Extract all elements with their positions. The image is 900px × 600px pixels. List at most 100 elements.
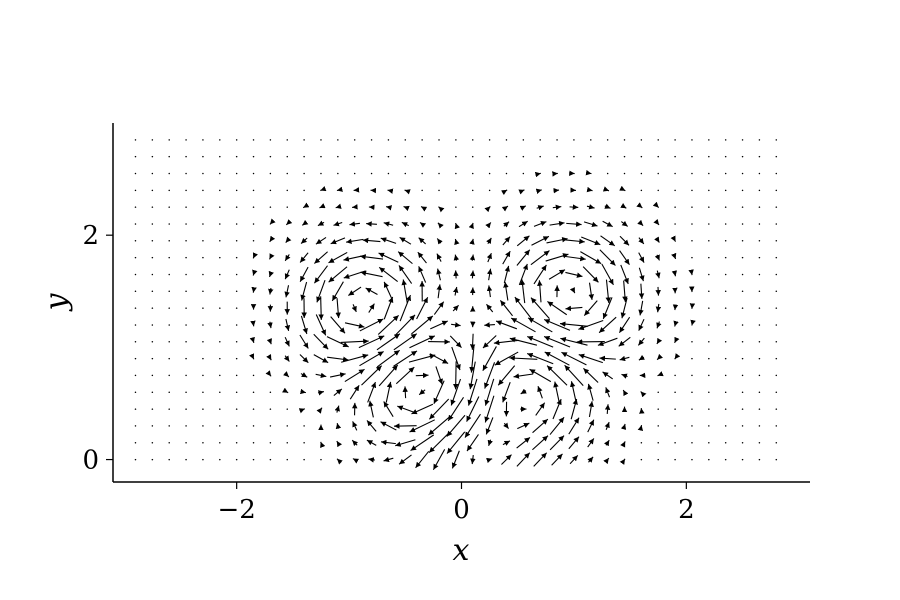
x-tick-label: 0	[453, 495, 470, 525]
field-arrow	[486, 285, 493, 298]
field-dot	[455, 172, 457, 175]
field-dot	[151, 139, 154, 141]
field-arrow	[349, 221, 361, 227]
field-arrow	[468, 222, 474, 230]
field-arrow	[402, 386, 409, 399]
field-arrow	[415, 372, 429, 379]
field-arrow	[653, 218, 660, 226]
field-dot	[775, 256, 778, 259]
field-dot	[741, 273, 744, 276]
field-dot	[185, 256, 187, 259]
field-dot	[775, 273, 778, 276]
field-dot	[522, 155, 525, 158]
field-dot	[168, 391, 170, 393]
field-arrow	[494, 351, 519, 366]
field-dot	[708, 458, 710, 461]
field-dot	[134, 408, 137, 410]
field-arrow	[569, 381, 577, 404]
field-arrow	[395, 439, 416, 447]
y-tick-label: 0	[82, 446, 99, 476]
field-dot	[353, 155, 356, 158]
field-dot	[286, 206, 288, 208]
field-arrow	[619, 458, 626, 465]
field-arrow	[638, 267, 645, 282]
field-dot	[286, 458, 288, 461]
field-dot	[219, 189, 221, 192]
field-arrow	[605, 387, 611, 398]
field-dot	[235, 155, 238, 158]
field-dot	[286, 441, 288, 444]
field-dot	[219, 240, 221, 242]
field-arrow	[267, 321, 273, 329]
field-arrow	[656, 337, 663, 345]
field-dot	[134, 391, 137, 393]
field-dot	[235, 172, 238, 175]
field-arrow	[383, 401, 394, 417]
field-arrow	[544, 351, 570, 366]
field-arrow	[249, 336, 255, 344]
field-arrow	[638, 252, 645, 263]
field-dot	[724, 458, 727, 461]
field-dot	[708, 139, 710, 141]
field-arrow	[587, 419, 595, 433]
field-dot	[219, 223, 221, 225]
field-dot	[724, 425, 727, 427]
field-dot	[134, 223, 137, 225]
field-dot	[185, 458, 187, 461]
field-arrow	[503, 422, 509, 429]
field-arrow	[313, 251, 328, 264]
field-dot	[185, 307, 187, 309]
field-arrow	[549, 220, 565, 227]
field-arrow	[419, 221, 427, 228]
field-dot	[640, 172, 643, 175]
field-dot	[674, 189, 676, 192]
field-dot	[286, 172, 288, 175]
field-dot	[151, 273, 154, 276]
field-dot	[404, 155, 407, 158]
field-dot	[286, 155, 288, 158]
field-arrow	[269, 235, 276, 243]
field-arrow	[656, 321, 662, 329]
field-dot	[741, 408, 744, 410]
field-arrow	[638, 283, 645, 299]
field-arrow	[317, 390, 325, 396]
field-arrow	[393, 350, 418, 367]
field-dot	[724, 155, 727, 158]
field-dot	[758, 408, 761, 410]
field-arrow	[432, 449, 446, 470]
field-dot	[303, 425, 305, 427]
field-dot	[438, 155, 440, 158]
field-arrow	[299, 334, 309, 349]
field-arrow	[299, 252, 309, 263]
field-dot	[168, 408, 170, 410]
field-arrow	[518, 189, 525, 195]
field-arrow	[485, 417, 494, 435]
field-arrow	[344, 322, 365, 329]
field-dot	[252, 458, 255, 461]
field-arrow	[619, 235, 630, 246]
field-dot	[488, 189, 491, 192]
field-arrow	[513, 373, 534, 379]
field-arrow	[418, 237, 427, 245]
field-arrow	[334, 405, 340, 413]
field-arrow	[484, 378, 495, 406]
field-arrow	[638, 300, 644, 316]
field-dot	[741, 223, 744, 225]
field-arrow	[454, 238, 460, 246]
field-dot	[741, 240, 744, 242]
field-arrow	[352, 204, 358, 210]
field-dot	[741, 189, 744, 192]
field-arrow	[302, 202, 310, 209]
field-dot	[235, 408, 238, 410]
field-dot	[168, 273, 170, 276]
field-dot	[252, 172, 255, 175]
field-dot	[421, 189, 423, 192]
field-arrow	[486, 252, 492, 263]
field-dot	[235, 307, 238, 309]
field-dot	[185, 155, 187, 158]
field-dot	[708, 441, 710, 444]
field-arrow	[620, 441, 626, 448]
field-dot	[488, 155, 491, 158]
field-arrow	[464, 413, 481, 438]
field-arrow	[619, 355, 630, 362]
